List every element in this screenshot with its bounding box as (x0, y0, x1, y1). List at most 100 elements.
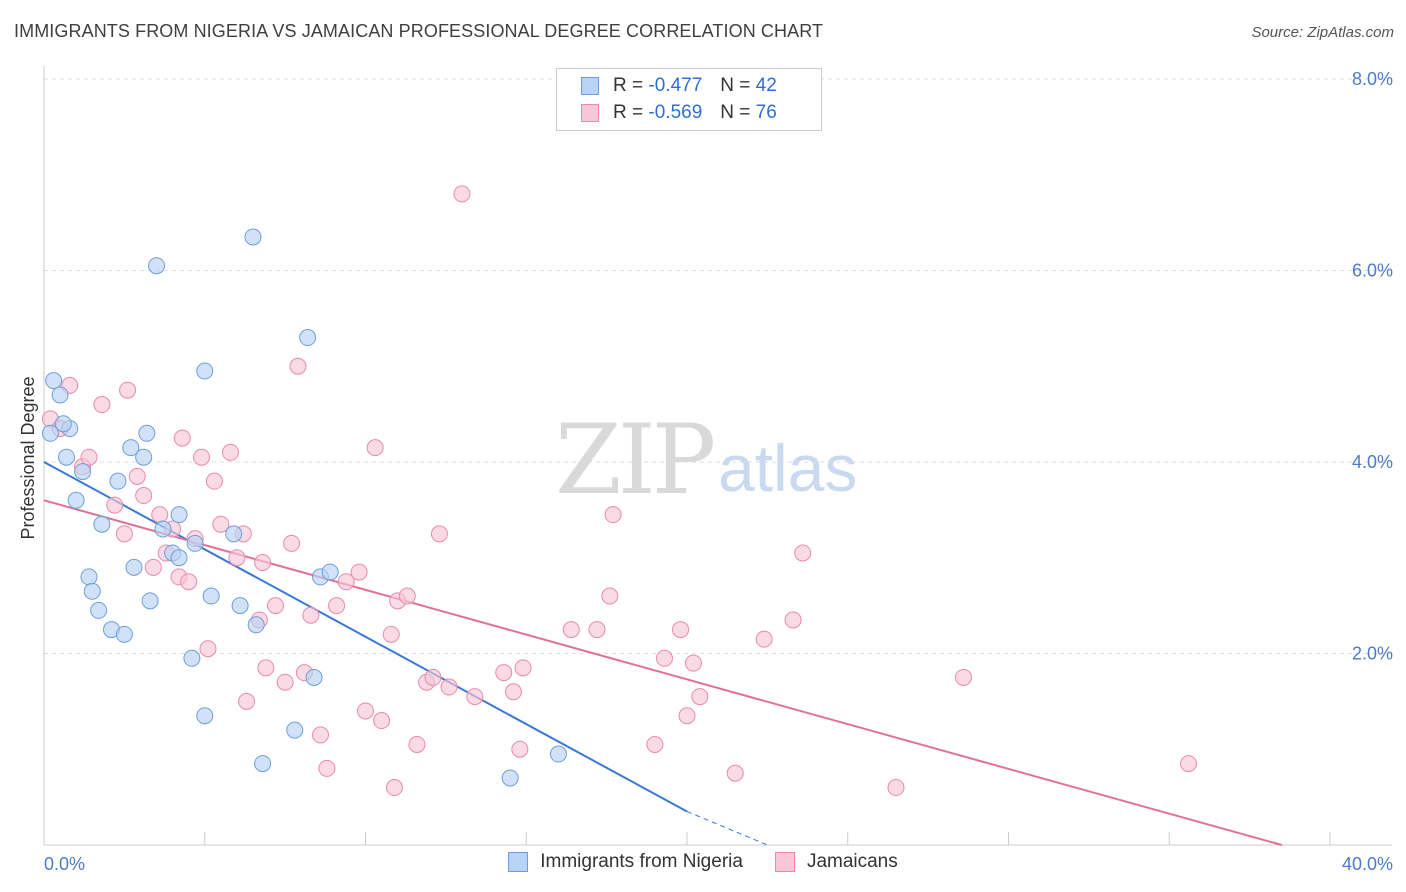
nigeria-point (148, 257, 166, 275)
stats-legend: R = -0.477 N = 42 R = -0.569 N = 76 (556, 68, 822, 131)
nigeria-point (58, 448, 76, 466)
jamaican-point (1180, 755, 1198, 773)
jamaican-point (144, 558, 162, 576)
legend-n-value: 42 (755, 75, 777, 96)
jamaican-point (266, 597, 284, 615)
jamaican-point (357, 702, 374, 720)
jamaican-point (655, 649, 673, 667)
nigeria-point (231, 597, 249, 615)
legend-r-value: -0.569 (648, 102, 703, 123)
jamaican-point (135, 487, 153, 505)
watermark-zip: ZIP (555, 404, 716, 516)
legend-r-value: -0.477 (648, 75, 703, 96)
nigeria-point (305, 668, 323, 686)
jamaican-point (466, 688, 484, 706)
nigeria-point (109, 472, 127, 490)
legend-r-label: R = (613, 102, 644, 123)
legend-swatch-pink (581, 104, 599, 122)
jamaican-point (180, 573, 198, 591)
nigeria-point (183, 649, 201, 667)
nigeria-point (45, 372, 63, 390)
jamaican-point (514, 659, 532, 677)
jamaican-point (173, 429, 191, 447)
jamaican-point (430, 525, 448, 543)
nigeria-point (254, 755, 272, 773)
nigeria-point (138, 424, 156, 442)
nigeria-point (80, 568, 98, 586)
jamaican-point (366, 439, 384, 457)
y-tick-label: 2.0% (1352, 644, 1393, 664)
jamaican-point (504, 683, 522, 701)
jamaican-point (115, 525, 133, 543)
nigeria-point (115, 625, 133, 643)
trend-lines (43, 461, 1283, 846)
jamaican-point (128, 467, 146, 485)
jamaican-point (199, 640, 217, 658)
nigeria-point (247, 616, 265, 634)
jamaican-point (398, 587, 416, 605)
legend-item-nigeria: Immigrants from Nigeria (508, 851, 743, 873)
legend-swatch-blue (508, 852, 529, 872)
source-label: Source: ZipAtlas.com (1251, 24, 1394, 41)
jamaican-point (151, 506, 169, 524)
y-tick-label: 4.0% (1352, 452, 1393, 472)
nigeria-point (74, 463, 92, 481)
jamaican-point (80, 448, 98, 466)
x-tick-label: 40.0% (1342, 854, 1393, 874)
nigeria-point (321, 563, 339, 581)
jamaican-point (373, 712, 391, 730)
jamaican-point (601, 587, 619, 605)
nigeria-trendline (43, 461, 688, 813)
nigeria-point (196, 362, 214, 380)
y-tick-label: 6.0% (1352, 261, 1393, 281)
tick-labels: 2.0% 4.0% 6.0% 8.0% 0.0% 40.0% (44, 69, 1393, 874)
watermark-atlas: atlas (718, 431, 858, 505)
jamaican-point (678, 707, 696, 725)
jamaican-point (562, 621, 580, 639)
chart-title: IMMIGRANTS FROM NIGERIA VS JAMAICAN PROF… (14, 21, 824, 41)
jamaican-point (784, 611, 802, 629)
jamaican-point (289, 357, 307, 375)
jamaican-point (440, 678, 458, 696)
jamaican-point (385, 779, 403, 797)
legend-item-jamaicans: Jamaicans (774, 851, 898, 873)
legend-n-label: N = (720, 75, 751, 96)
nigeria-point (141, 592, 159, 610)
jamaican-point (254, 554, 272, 572)
jamaican-point (238, 692, 256, 710)
jamaican-point (328, 597, 346, 615)
jamaican-point (257, 659, 275, 677)
legend-label-jamaicans: Jamaicans (806, 851, 898, 872)
jamaican-point (646, 735, 664, 753)
jamaican-point (93, 396, 111, 414)
jamaican-point (684, 654, 702, 672)
jamaican-point (302, 606, 320, 624)
legend-n-label: N = (720, 102, 751, 123)
jamaican-point (119, 381, 137, 399)
jamaican-point (691, 688, 709, 706)
nigeria-point (125, 558, 143, 576)
nigeria-point (54, 415, 72, 433)
nigeria-point (93, 515, 111, 533)
jamaican-point (228, 549, 246, 567)
nigeria-point (67, 491, 85, 509)
jamaican-point (106, 496, 124, 514)
legend-swatch-pink (774, 852, 795, 872)
y-axis-label: Professional Degree (18, 376, 38, 539)
nigeria-point (549, 745, 567, 763)
nigeria-point (186, 534, 204, 552)
nigeria-point (83, 582, 101, 600)
jamaican-point (511, 740, 529, 758)
x-tick-label: 0.0% (44, 854, 85, 874)
axes (43, 66, 1392, 846)
nigeria-point (501, 769, 519, 787)
jamaican-point (672, 621, 690, 639)
jamaican-point (318, 759, 336, 777)
nigeria-point (41, 424, 59, 442)
legend-n-value: 76 (755, 102, 777, 123)
jamaican-point (887, 779, 905, 797)
jamaican-point (453, 185, 471, 203)
jamaican-point (205, 472, 223, 490)
nigeria-point (299, 329, 317, 347)
